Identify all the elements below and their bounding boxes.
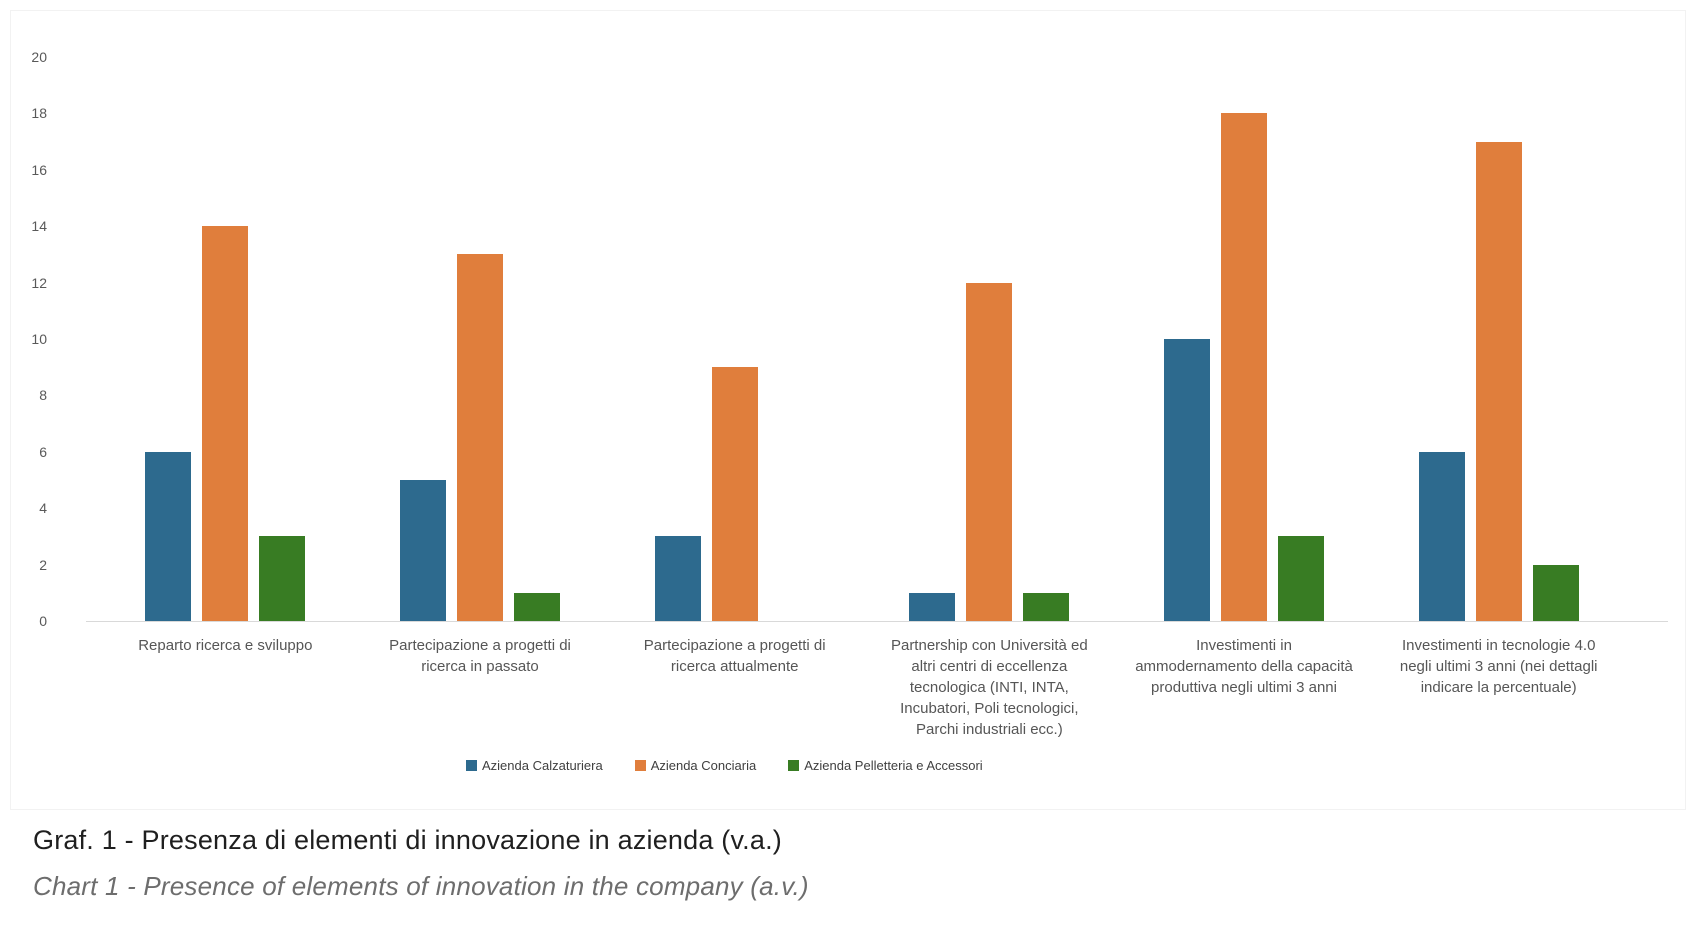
bar xyxy=(1418,451,1465,621)
plot-area xyxy=(98,57,1626,621)
legend-marker-icon xyxy=(788,760,800,771)
bar-group xyxy=(607,57,862,621)
legend-marker-icon xyxy=(634,760,646,771)
bar-group xyxy=(1371,57,1626,621)
category-label: Partnership con Università ed altri cent… xyxy=(890,637,1088,738)
legend: Azienda Calzaturiera Azienda Conciaria Azi… xyxy=(466,758,983,773)
category-label: Partecipazione a progetti di ricerca in … xyxy=(389,637,571,675)
bar-group xyxy=(98,57,353,621)
y-axis-tick-label: 14 xyxy=(31,218,47,235)
y-axis-tick-label: 16 xyxy=(31,161,47,178)
bar xyxy=(966,282,1013,621)
bar xyxy=(202,226,249,621)
y-axis-tick-label: 20 xyxy=(31,49,47,65)
category-label: Investimenti in tecnologie 4.0 negli ult… xyxy=(1399,637,1598,696)
legend-label: Azienda Conciaria xyxy=(650,758,757,773)
bar xyxy=(1221,113,1268,621)
y-axis-tick-label: 12 xyxy=(31,274,47,291)
bar-group xyxy=(353,57,608,621)
bar xyxy=(514,592,560,621)
y-axis-tick-label: 6 xyxy=(39,443,47,460)
y-axis-tick-label: 18 xyxy=(31,105,47,122)
legend-item: Azienda Pelletteria e Accessori xyxy=(788,758,983,773)
bar xyxy=(711,367,758,621)
chart-title: Graf. 1 - Presenza di elementi di innova… xyxy=(33,825,782,855)
bar xyxy=(654,536,701,621)
bar xyxy=(909,592,956,621)
bar xyxy=(1278,536,1325,621)
x-axis-category-labels: Reparto ricerca e sviluppo Partecipazione… xyxy=(98,635,1626,740)
category-label: Partecipazione a progetti di ricerca att… xyxy=(643,637,826,675)
bar-group xyxy=(862,57,1117,621)
chart-panel: 0 2 4 6 8 10 12 14 16 18 20 Reparto ricerca e svil… xyxy=(10,10,1686,810)
category-label: Reparto ricerca e sviluppo xyxy=(138,637,313,654)
bar xyxy=(1475,141,1522,621)
legend-marker-icon xyxy=(466,760,477,771)
bar xyxy=(1532,564,1579,621)
legend-item: Azienda Conciaria xyxy=(634,758,757,773)
bar xyxy=(400,480,446,621)
legend-label: Azienda Calzaturiera xyxy=(482,758,603,773)
bar xyxy=(259,536,306,621)
legend-item: Azienda Calzaturiera xyxy=(466,758,603,773)
bar xyxy=(1164,339,1211,621)
x-axis-line xyxy=(86,621,1668,622)
bar xyxy=(1023,592,1070,621)
bar xyxy=(145,451,192,621)
y-axis-tick-label: 0 xyxy=(39,613,47,629)
y-axis-tick-label: 8 xyxy=(39,387,47,404)
y-axis-tick-label: 4 xyxy=(39,500,47,517)
chart-subtitle: Chart 1 - Presence of elements of innova… xyxy=(33,871,809,901)
bar-group xyxy=(1117,57,1372,621)
y-axis-tick-label: 2 xyxy=(39,556,47,573)
category-label: Investimenti in ammodernamento della cap… xyxy=(1135,637,1353,696)
legend-label: Azienda Pelletteria e Accessori xyxy=(804,758,983,773)
y-axis-tick-label: 10 xyxy=(31,331,47,347)
bar xyxy=(457,254,503,621)
